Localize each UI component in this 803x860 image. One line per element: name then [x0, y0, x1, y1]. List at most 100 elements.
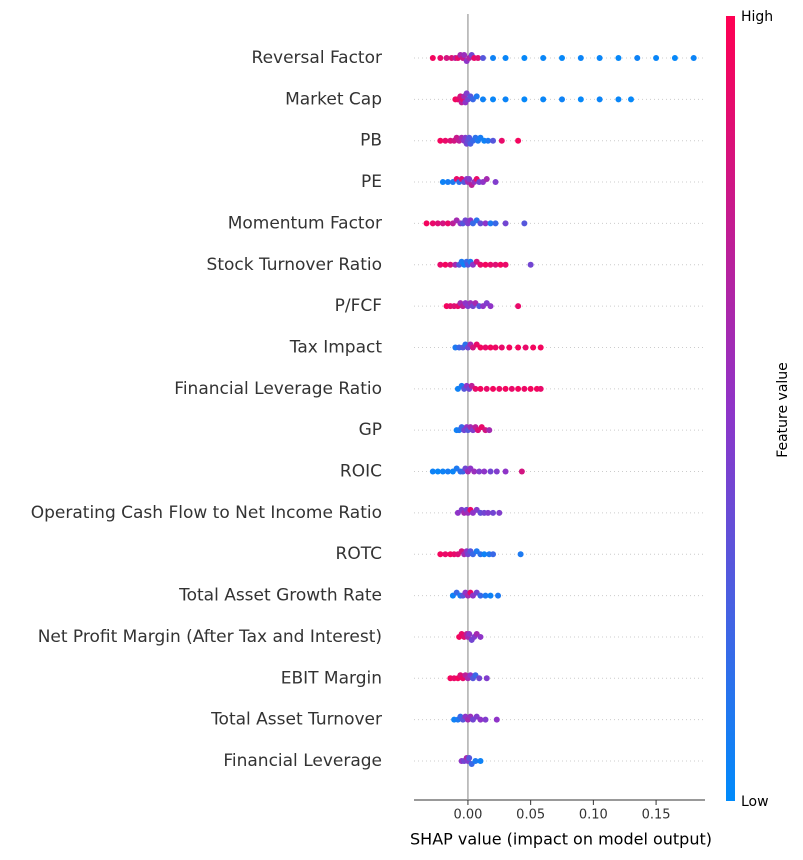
shap-point — [540, 55, 547, 61]
shap-point — [477, 261, 484, 268]
x-tick-label: 0.15 — [642, 808, 671, 823]
x-tick-label: 0.10 — [579, 808, 608, 823]
shap-point — [487, 220, 494, 227]
row-label: Reversal Factor — [252, 48, 382, 68]
shap-point — [490, 55, 497, 61]
shap-point — [492, 220, 499, 227]
shap-point — [442, 137, 449, 144]
shap-point — [477, 758, 484, 764]
shap-point — [615, 96, 622, 103]
shap-point — [429, 55, 436, 61]
row-label: PE — [361, 172, 382, 192]
row-label: Net Profit Margin (After Tax and Interes… — [38, 627, 382, 647]
shap-point — [502, 385, 509, 392]
shap-point — [447, 261, 454, 268]
shap-point — [502, 261, 509, 268]
shap-point — [472, 758, 479, 764]
shap-point — [472, 385, 479, 392]
shap-point — [492, 344, 499, 351]
shap-point — [577, 96, 584, 103]
shap-point — [490, 137, 497, 144]
shap-point — [483, 675, 490, 682]
shap-point — [483, 176, 490, 183]
shap-point — [486, 427, 493, 434]
shap-point — [490, 509, 497, 516]
colorbar-low: Low — [741, 794, 769, 810]
shap-point — [502, 96, 509, 103]
shap-point — [521, 385, 528, 392]
shap-point — [540, 96, 547, 103]
shap-point — [477, 220, 484, 227]
shap-point — [434, 468, 441, 475]
shap-point — [437, 55, 444, 61]
shap-point — [493, 716, 500, 723]
shap-point — [490, 96, 497, 103]
shap-point — [518, 468, 525, 475]
shap-point — [481, 468, 488, 475]
shap-point — [497, 261, 504, 268]
shap-point — [498, 344, 505, 351]
shap-point — [439, 468, 446, 475]
shap-point — [596, 96, 603, 103]
shap-point — [477, 633, 484, 640]
shap-point — [502, 55, 509, 61]
shap-point — [671, 55, 678, 61]
shap-point — [577, 55, 584, 61]
shap-point — [476, 468, 483, 475]
shap-point — [530, 344, 537, 351]
shap-point — [559, 96, 566, 103]
shap-point — [495, 592, 502, 599]
shap-point — [482, 261, 489, 268]
shap-point — [515, 303, 522, 310]
shap-point — [471, 468, 478, 475]
shap-point — [690, 55, 697, 61]
shap-point — [479, 55, 486, 61]
shap-point — [496, 385, 503, 392]
colorbar-high: High — [741, 9, 773, 25]
shap-point — [434, 220, 441, 227]
shap-point — [482, 592, 489, 599]
shap-point — [537, 385, 544, 392]
shap-point — [515, 344, 522, 351]
shap-point — [627, 96, 634, 103]
shap-point — [521, 96, 528, 103]
shap-point — [444, 468, 451, 475]
row-label: Stock Turnover Ratio — [207, 255, 382, 275]
shap-point — [483, 385, 490, 392]
shap-point — [477, 592, 484, 599]
shap-point — [437, 261, 444, 268]
shap-point — [481, 551, 488, 558]
shap-point — [477, 385, 484, 392]
row-label: Operating Cash Flow to Net Income Ratio — [31, 503, 382, 523]
shap-point — [596, 55, 603, 61]
shap-point — [442, 551, 449, 558]
shap-point — [487, 468, 494, 475]
colorbar-label: Feature value — [775, 362, 791, 458]
shap-point — [437, 137, 444, 144]
shap-point — [487, 261, 494, 268]
row-label: ROTC — [336, 544, 382, 564]
shap-point — [482, 220, 489, 227]
shap-point — [473, 93, 480, 100]
shap-point — [442, 261, 449, 268]
shap-point — [466, 176, 473, 183]
shap-point — [515, 137, 522, 144]
shap-point — [443, 55, 450, 61]
shap-point — [487, 344, 494, 351]
shap-point — [439, 220, 446, 227]
shap-point — [444, 179, 451, 186]
shap-point — [490, 385, 497, 392]
row-label: PB — [360, 131, 382, 151]
shap-point — [490, 551, 497, 558]
shap-point — [502, 220, 509, 227]
shap-point — [482, 344, 489, 351]
shap-point — [485, 509, 492, 516]
row-label: Momentum Factor — [228, 213, 382, 233]
shap-point — [477, 344, 484, 351]
row-label: ROIC — [340, 462, 382, 482]
shap-point — [521, 220, 528, 227]
shap-point — [653, 55, 660, 61]
shap-point — [485, 137, 492, 144]
shap-point — [522, 344, 529, 351]
